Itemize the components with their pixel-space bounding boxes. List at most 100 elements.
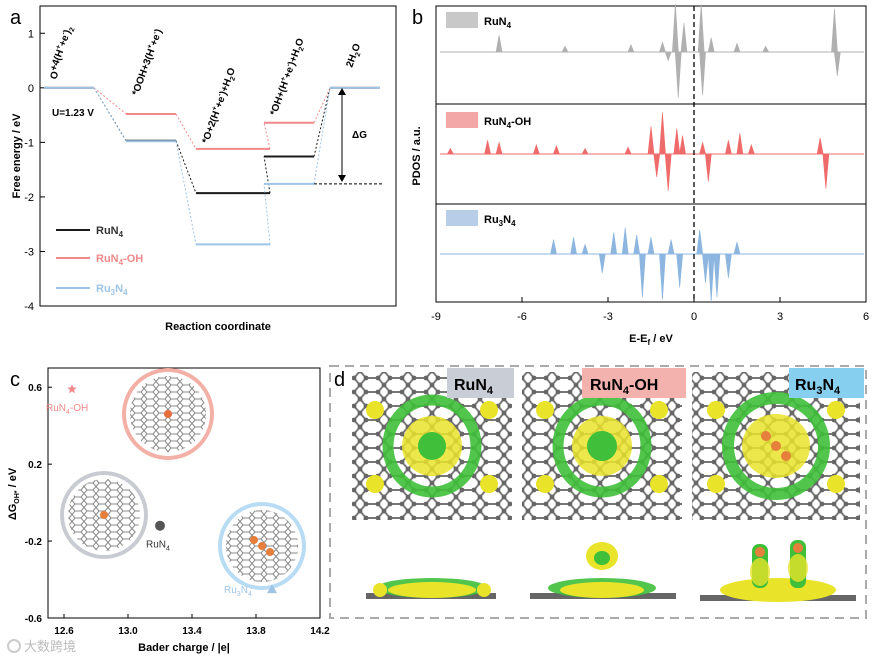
panel-b-peak-RuN4-OH — [679, 135, 686, 155]
panel-b-legend-label-sub: 3 — [499, 219, 504, 228]
panel-a-connector-RuN4-2 — [263, 156, 271, 194]
panel-c-y-label-sub: OH* — [14, 490, 21, 504]
panel-c-x-tick-label: 12.6 — [54, 626, 74, 637]
panel-d-label-run4oh: RuN4-OH — [582, 368, 686, 398]
panel-b-peak-Ru3N4 — [581, 243, 589, 255]
panel-b-legend-label-tail: -OH — [511, 116, 531, 128]
panel-c-point-label-sub2: 4 — [248, 591, 252, 598]
panel-letter-a: a — [10, 7, 22, 29]
panel-b-x-label-main: E-E — [629, 333, 647, 345]
panel-a-step-label-tail: +e — [282, 65, 296, 80]
panel-b-peak-RuN4 — [674, 51, 682, 98]
panel-c-point-label-Ru3N4: Ru3N4 — [224, 585, 252, 598]
panel-a-connector-RuN4-3 — [313, 87, 331, 157]
panel-b-peak-RuN4 — [831, 8, 838, 53]
panel-b-x-ticks: -9 -6 -3 0 3 6 — [431, 297, 869, 323]
panel-a-step-label: *OOH+3(H++e-) — [130, 27, 165, 97]
panel-b-peak-RuN4 — [627, 44, 635, 53]
panel-b-x-label-sub: f — [648, 338, 651, 347]
panel-a-y-tick-label: -2 — [24, 192, 34, 204]
panel-b-peak-RuN4 — [664, 51, 672, 62]
panel-c-frame — [47, 367, 321, 619]
panel-d-label-run4oh-tail: -OH — [629, 377, 658, 394]
panel-b-peak-RuN4-OH — [647, 126, 655, 155]
panel-b-legend-label-RuN4-OH: RuN4-OH — [484, 116, 531, 130]
panel-a-legend-label-tail: N — [115, 283, 123, 295]
panel-c-point-Ru3N4 — [267, 584, 277, 594]
panel-c-point-label-tail: N — [241, 585, 248, 596]
panel-d-label-ru3n4-tail: N — [822, 377, 834, 394]
panel-b-peak-RuN4-OH — [581, 147, 589, 155]
watermark: 大数跨境 — [7, 639, 76, 654]
panel-a-step-label-tail: +e — [213, 95, 227, 110]
panel-b-peak-Ru3N4 — [707, 253, 715, 303]
panel-c-x-label: Bader charge / |e| — [138, 642, 230, 654]
panel-d: d — [329, 365, 867, 619]
panel-a-step-label-sub: 2 — [354, 52, 362, 58]
panel-b-peak-RuN4-OH — [699, 141, 706, 155]
inset-run4-structure — [60, 471, 148, 559]
panel-d-label-ru3n4-sub: 3 — [816, 385, 822, 397]
panel-a-step-label-sup: + — [211, 105, 219, 111]
panel-a-y-tick-label: 0 — [28, 83, 34, 95]
panel-b-peak-Ru3N4 — [725, 253, 732, 279]
panel-c-y-label-main: ΔG — [7, 504, 19, 520]
sideview-ru3n4 — [700, 540, 856, 602]
panel-a-step-label-tail: +e — [149, 33, 163, 48]
panel-b-peak-Ru3N4 — [733, 241, 741, 255]
panel-b-peak-Ru3N4 — [713, 253, 721, 298]
panel-d-label-run4-bg — [447, 368, 514, 398]
panel-d-label-run4-main: RuN — [454, 377, 487, 394]
panel-a-step-label-sup: + — [55, 44, 63, 50]
panel-b-x-tick-label: 0 — [691, 311, 697, 323]
panel-c-point-label-RuN4-OH: RuN4-OH — [46, 403, 88, 416]
panel-b-y-label: PDOS / a.u. — [411, 126, 423, 185]
panel-b-peak-RuN4 — [659, 41, 666, 53]
panel-b-peak-RuN4-OH — [446, 147, 454, 155]
panel-letter-d: d — [334, 369, 345, 391]
panel-b-peak-Ru3N4 — [676, 253, 683, 288]
panel-b-peak-RuN4-OH — [816, 137, 824, 155]
panel-a-legend-label-sub: 3 — [111, 288, 116, 297]
panel-b-legend-swatch-Ru3N4 — [446, 210, 478, 226]
panel-d-frame — [329, 365, 867, 619]
panel-b-peak-Ru3N4 — [696, 229, 704, 255]
panel-a-step-label-end2: O — [225, 66, 238, 77]
panel-a-step-label-main: 2H — [344, 53, 359, 69]
panel-b-peak-RuN4 — [707, 37, 715, 53]
panel-c: c 12.6 13.0 13.4 13.8 14.2 -0.6 -0.2 0.2 0.6 ΔGO… — [7, 367, 330, 654]
panel-b-x-tick-label: 6 — [863, 311, 869, 323]
panel-d-label-run4oh-bg — [582, 368, 686, 398]
panel-b-legend-label-main: Ru — [484, 214, 499, 226]
panel-b-peak-RuN4-OH — [704, 153, 712, 182]
panel-b-peak-RuN4-OH — [822, 153, 830, 189]
panel-b-peak-Ru3N4 — [621, 227, 629, 255]
inset-run4oh-structure — [122, 368, 214, 460]
panel-b-peak-Ru3N4 — [598, 253, 606, 274]
panel-b-legend-label-sub: 4 — [507, 21, 512, 30]
panel-d-label-ru3n4-bg — [789, 368, 864, 398]
panel-c-point-label-main: Ru — [224, 585, 237, 596]
panel-a-step-label-sub: 2 — [298, 46, 306, 52]
panel-a-legend-label-Ru3N4: Ru3N4 — [96, 283, 128, 297]
panel-b-peak-RuN4-OH — [747, 143, 755, 155]
panel-a-step-label-main: *O+2(H — [200, 110, 222, 145]
panel-a-connector-RuN4-OH-0 — [93, 87, 127, 115]
panel-b-peak-RuN4-OH — [653, 153, 661, 178]
panel-a: a -4-3-2-101 Free energy / eV Reaction c… — [10, 5, 397, 333]
panel-d-label-run4-sub: 4 — [487, 385, 494, 397]
panel-a-step-label-tail: +e — [57, 33, 71, 48]
panel-b-peak-RuN4-OH — [736, 133, 744, 155]
panel-b-peak-RuN4-OH — [664, 153, 672, 191]
panel-a-y-tick-label: -4 — [24, 301, 34, 313]
panel-b-peak-RuN4 — [733, 42, 741, 53]
panel-a-step-label-sup2: - — [60, 31, 68, 36]
panel-a-step-label: *OH+(H++e-)+H2O — [268, 36, 309, 117]
panel-a-step-label-end: ) — [62, 28, 73, 35]
panel-b-legend-swatch-RuN4-OH — [446, 112, 478, 128]
panel-c-y-tick-label: -0.6 — [25, 614, 43, 625]
panel-c-point-label-main: RuN — [46, 403, 66, 414]
panel-a-step-label-main: *OH+(H — [268, 80, 290, 117]
